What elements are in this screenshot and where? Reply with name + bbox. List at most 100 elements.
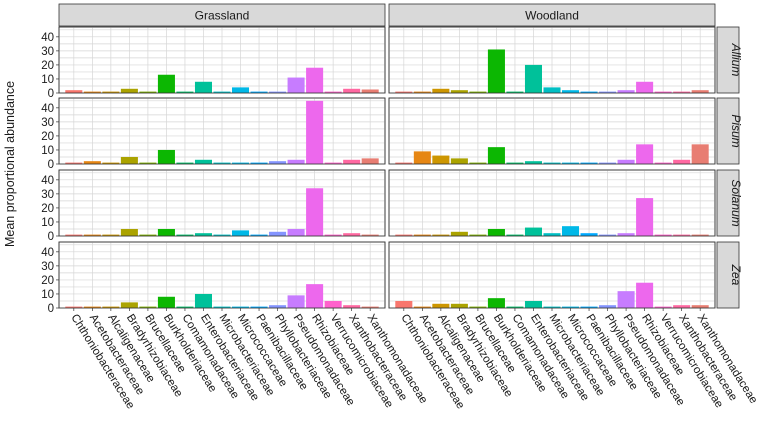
bar-acetobacteraceae (83, 306, 101, 308)
bar-enterobacteriaceae (194, 293, 212, 308)
bar-paenibacillaceae (250, 306, 268, 308)
x-axes: ChthoniobacteraceaeAcetobacteraceaeAlcal… (68, 308, 759, 411)
panels (58, 26, 716, 309)
strip-label-grassland: Grassland (195, 9, 250, 23)
bar-xanthomonadaceae (361, 89, 379, 93)
column-strips: Grassland Woodland (58, 3, 716, 27)
bar-pseudomonadaceae (617, 233, 635, 236)
bar-comamonadaceae (176, 234, 194, 236)
bar-rhizobiaceae (636, 81, 654, 93)
bar-pseudomonadaceae (617, 291, 635, 308)
bar-xanthomonadaceae (691, 144, 709, 164)
bar-comamonadaceae (176, 306, 194, 308)
bar-pseudomonadaceae (287, 295, 305, 308)
bar-brucellaceae (469, 234, 487, 236)
bar-acetobacteraceae (413, 234, 431, 236)
panel-woodland-zea (388, 241, 716, 309)
y-tick-label: 10 (41, 145, 54, 157)
bar-verrucomicrobiaceae (654, 234, 672, 236)
bar-microbacteriaceae (543, 87, 561, 93)
y-tick-label: 30 (41, 261, 54, 273)
bar-verrucomicrobiaceae (654, 162, 672, 164)
panel-border (58, 169, 386, 237)
panel-grassland-pisum (58, 97, 386, 165)
panel-grassland-solanum (58, 169, 386, 237)
strip-label-allium: Allium (729, 43, 743, 77)
y-tick-label: 40 (41, 103, 54, 115)
bar-microbacteriaceae (213, 306, 231, 308)
strip-woodland (388, 3, 716, 27)
y-axes: 0 10 20 30 40 0 10 20 30 40 0 10 20 30 40 0 10 20 30 40 (41, 32, 59, 315)
bar-phyllobacteriaceae (269, 305, 287, 308)
panel-woodland-pisum (388, 97, 716, 165)
bar-micrococcaceae (562, 226, 580, 236)
panel-border (58, 97, 386, 165)
strip-solanum (716, 169, 740, 237)
bar-burkholderiaceae (157, 74, 175, 93)
panel-woodland-allium (388, 26, 716, 94)
bar-bradyrhizobiaceae (120, 228, 138, 236)
bar-chthoniobacteraceae (65, 162, 83, 164)
bar-bradyrhizobiaceae (120, 156, 138, 164)
y-tick-label: 0 (48, 159, 54, 171)
strip-pisum (716, 97, 740, 165)
bar-bradyrhizobiaceae (450, 158, 468, 164)
bar-phyllobacteriaceae (599, 305, 617, 308)
bar-chthoniobacteraceae (395, 300, 413, 308)
panel-border (58, 26, 386, 94)
strip-label-solanum: Solanum (729, 179, 743, 226)
bar-xanthobacteraceae (673, 91, 691, 93)
bar-micrococcaceae (232, 230, 250, 236)
bar-phyllobacteriaceae (269, 231, 287, 236)
panel-grassland-allium (58, 26, 386, 94)
bar-enterobacteriaceae (524, 300, 542, 308)
bar-verrucomicrobiaceae (324, 91, 342, 93)
bar-comamonadaceae (176, 91, 194, 93)
bar-burkholderiaceae (487, 298, 505, 308)
bar-xanthobacteraceae (673, 159, 691, 164)
bar-micrococcaceae (562, 306, 580, 308)
bar-chthoniobacteraceae (395, 234, 413, 236)
bar-microbacteriaceae (543, 233, 561, 236)
bar-comamonadaceae (506, 162, 524, 164)
bar-acetobacteraceae (83, 91, 101, 93)
bar-brucellaceae (139, 162, 157, 164)
bar-xanthomonadaceae (691, 234, 709, 236)
bar-pseudomonadaceae (617, 159, 635, 164)
bar-xanthomonadaceae (361, 158, 379, 164)
bar-verrucomicrobiaceae (324, 162, 342, 164)
bar-burkholderiaceae (487, 147, 505, 164)
bar-paenibacillaceae (580, 162, 598, 164)
bar-acetobacteraceae (83, 234, 101, 236)
y-tick-label: 40 (41, 175, 54, 187)
bar-microbacteriaceae (543, 162, 561, 164)
bar-comamonadaceae (176, 162, 194, 164)
bar-rhizobiaceae (636, 144, 654, 164)
bar-bradyrhizobiaceae (120, 88, 138, 93)
y-tick-label: 10 (41, 74, 54, 86)
bar-chthoniobacteraceae (65, 90, 83, 93)
y-tick-label: 0 (48, 303, 54, 315)
bar-enterobacteriaceae (194, 159, 212, 164)
bar-paenibacillaceae (250, 91, 268, 93)
bar-micrococcaceae (562, 90, 580, 93)
bar-phyllobacteriaceae (269, 161, 287, 164)
bar-xanthobacteraceae (673, 234, 691, 236)
bar-xanthomonadaceae (361, 306, 379, 308)
bar-brucellaceae (139, 306, 157, 308)
y-tick-label: 20 (41, 203, 54, 215)
bar-bradyrhizobiaceae (450, 303, 468, 308)
bar-alcaligenaceae (102, 234, 120, 236)
y-tick-label: 10 (41, 217, 54, 229)
y-tick-label: 20 (41, 131, 54, 143)
y-tick-label: 20 (41, 275, 54, 287)
bar-acetobacteraceae (413, 306, 431, 308)
bar-acetobacteraceae (83, 161, 101, 164)
bar-rhizobiaceae (636, 198, 654, 236)
bar-alcaligenaceae (432, 303, 450, 308)
y-axis-title: Mean proportional abundance (3, 81, 17, 247)
bar-phyllobacteriaceae (599, 234, 617, 236)
bar-xanthobacteraceae (673, 305, 691, 308)
bar-paenibacillaceae (250, 234, 268, 236)
bar-verrucomicrobiaceae (654, 91, 672, 93)
